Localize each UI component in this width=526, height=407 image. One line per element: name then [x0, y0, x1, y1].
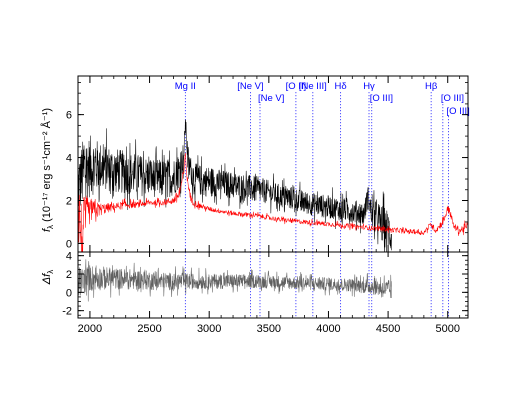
- line-label-1: [Ne V]: [237, 81, 263, 92]
- residual-ytick-label-0: 4: [66, 251, 72, 263]
- residual-ylabel: Δfλ: [41, 270, 55, 285]
- spectrum-ylabel: fλ (10⁻¹⁷ erg s⁻¹cm⁻² Å⁻¹): [40, 108, 55, 232]
- spectrum-traces: [78, 119, 468, 252]
- line-label-5: Hδ: [335, 81, 347, 92]
- line-label-3: [O II]: [286, 81, 307, 92]
- line-label-8: Hβ: [425, 81, 438, 92]
- spectrum-ytick-label-2: 4: [66, 153, 72, 165]
- xtick-label-0: 2000: [78, 323, 102, 335]
- xtick-label-2: 3000: [197, 323, 221, 335]
- xtick-label-6: 5000: [435, 323, 459, 335]
- residual-axes-frame: [77, 251, 469, 319]
- residual-line: [78, 259, 392, 302]
- residual-ytick-label-1: 2: [66, 269, 72, 281]
- observed-spectrum-line: [78, 119, 392, 252]
- line-label-6: Hγ: [363, 81, 375, 92]
- line-label-4: [Ne III]: [299, 81, 327, 92]
- line-label-9: [O III]: [441, 93, 464, 104]
- model-spectrum-line: [78, 152, 468, 252]
- xtick-label-4: 4000: [316, 323, 340, 335]
- xtick-label-1: 2500: [137, 323, 161, 335]
- residual-traces: [78, 259, 392, 302]
- spectrum-ytick-label-3: 6: [66, 110, 72, 122]
- spectrum-ytick-label-0: 0: [66, 238, 72, 250]
- line-label-7: [O III]: [370, 93, 393, 104]
- residual-ytick-label-2: 0: [66, 287, 72, 299]
- line-label-2: [Ne V]: [258, 93, 284, 104]
- residual-ytick-label-3: -2: [62, 306, 72, 318]
- line-label-10: [O III]: [447, 106, 470, 117]
- line-label-0: Mg II: [175, 81, 196, 92]
- xtick-label-5: 4500: [376, 323, 400, 335]
- xtick-label-3: 3500: [257, 323, 281, 335]
- spectrum-ytick-label-1: 2: [66, 195, 72, 207]
